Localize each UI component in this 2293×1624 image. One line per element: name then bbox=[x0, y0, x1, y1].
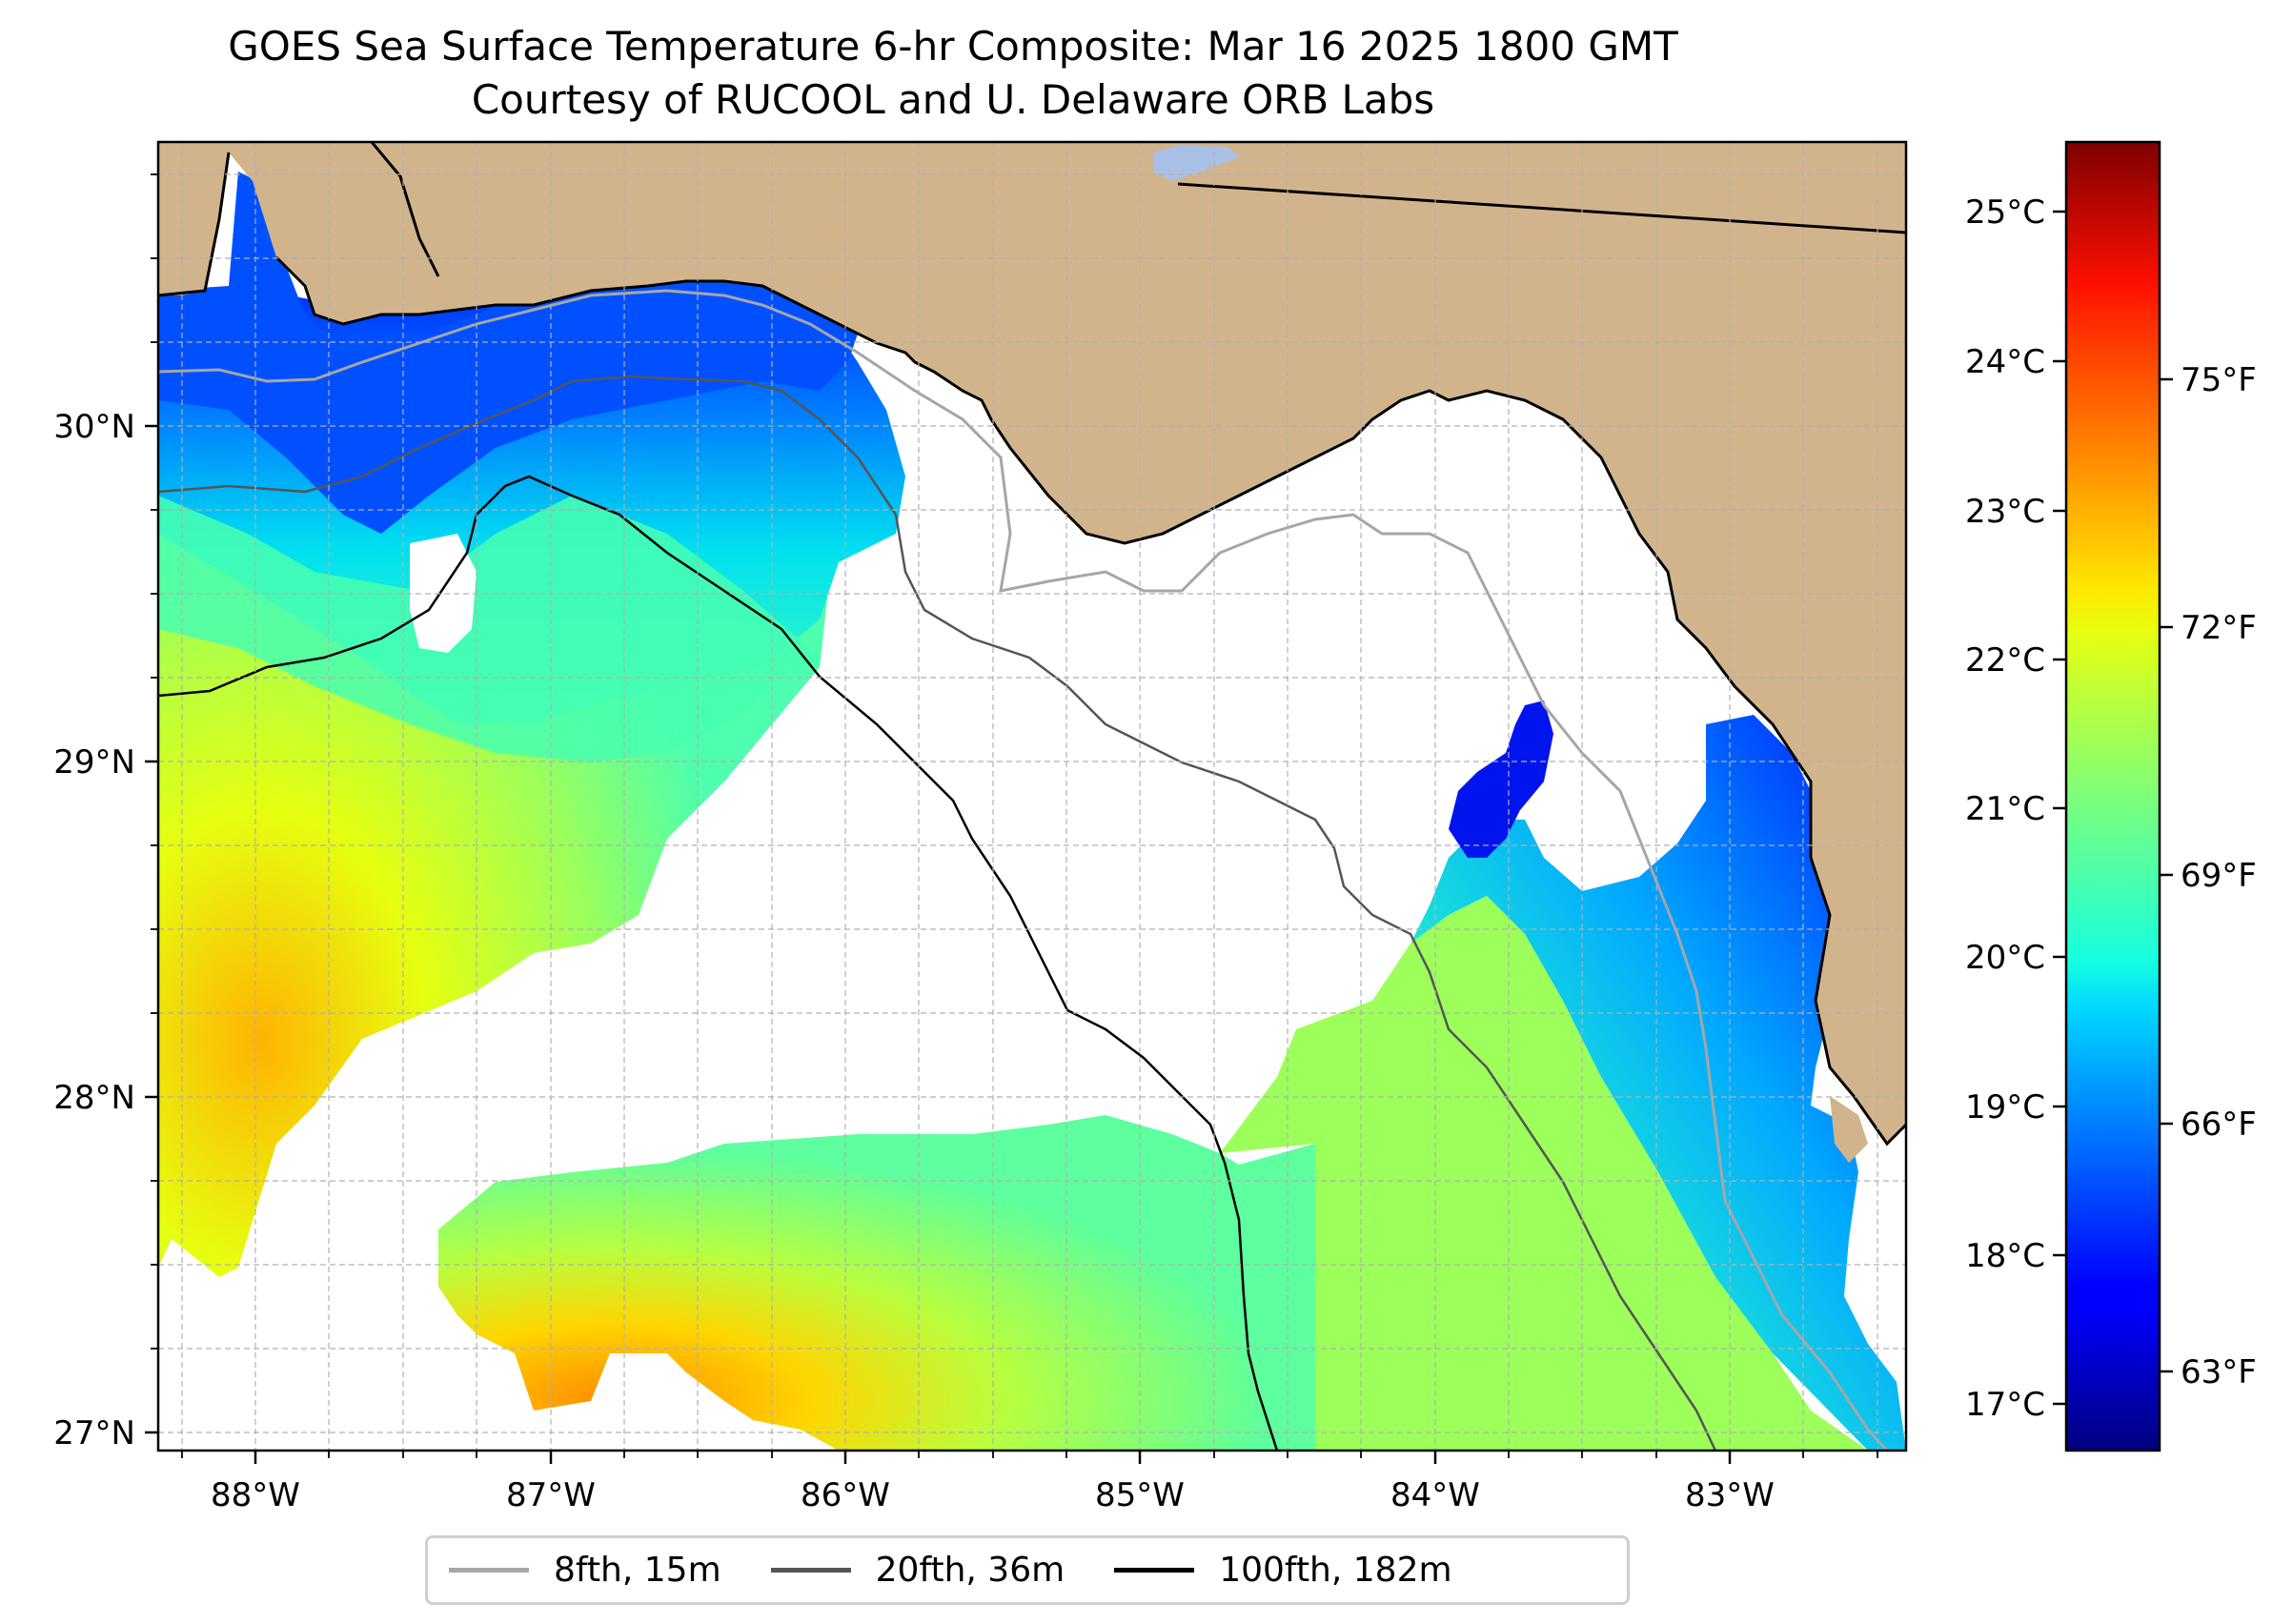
contour-8fth-15m bbox=[158, 289, 1889, 1451]
map-gridlines bbox=[158, 142, 1906, 1451]
legend-label-100fth: 100fth, 182m bbox=[1219, 1551, 1452, 1590]
lon-minor-ticks bbox=[181, 1451, 1878, 1458]
legend-label-20fth: 20fth, 36m bbox=[875, 1551, 1065, 1590]
celsius-label: 24°C bbox=[1965, 343, 2045, 381]
inland-border bbox=[370, 142, 440, 277]
lon-label: 87°W bbox=[506, 1476, 596, 1514]
lat-label: 27°N bbox=[53, 1414, 135, 1452]
sst-field-mid bbox=[158, 496, 820, 762]
lon-label: 83°W bbox=[1685, 1476, 1775, 1514]
legend-item-100fth: 100fth, 182m bbox=[1114, 1551, 1452, 1590]
lon-label: 84°W bbox=[1390, 1476, 1480, 1514]
contour-legend: 8fth, 15m 20fth, 36m 100fth, 182m bbox=[425, 1535, 1630, 1605]
map-title: GOES Sea Surface Temperature 6-hr Compos… bbox=[228, 23, 1678, 70]
celsius-label: 25°C bbox=[1965, 193, 2045, 232]
contour-20fth-36m bbox=[158, 375, 1717, 1451]
colorbar bbox=[2066, 142, 2160, 1451]
land-north bbox=[158, 142, 1906, 1144]
fahrenheit-label: 63°F bbox=[2181, 1353, 2257, 1391]
coastline bbox=[158, 152, 1906, 1147]
sst-field-east bbox=[1410, 715, 1906, 1451]
celsius-label: 20°C bbox=[1965, 939, 2045, 977]
contour-100fth-182m bbox=[158, 475, 1279, 1451]
lat-minor-ticks bbox=[151, 173, 158, 1350]
lon-label: 88°W bbox=[211, 1476, 300, 1514]
colorbar-frame bbox=[2064, 140, 2161, 1452]
no-data-gap-3 bbox=[158, 1296, 176, 1401]
land-east-islands bbox=[1830, 1096, 1868, 1163]
fahrenheit-label: 69°F bbox=[2181, 857, 2257, 895]
legend-swatch-20fth bbox=[770, 1568, 851, 1573]
lon-ticks bbox=[254, 1451, 1732, 1464]
fahrenheit-label: 75°F bbox=[2181, 361, 2257, 399]
plot-frame bbox=[156, 140, 1908, 1452]
map-subtitle: Courtesy of RUCOOL and U. Delaware ORB L… bbox=[471, 76, 1435, 123]
legend-swatch-8fth bbox=[449, 1568, 529, 1573]
lat-label: 29°N bbox=[53, 743, 135, 782]
celsius-label: 18°C bbox=[1965, 1237, 2045, 1275]
celsius-label: 17°C bbox=[1965, 1386, 2045, 1424]
state-border-line bbox=[1177, 182, 1906, 234]
celsius-label: 19°C bbox=[1965, 1088, 2045, 1127]
sst-field-nearshore-blue bbox=[158, 172, 858, 534]
legend-item-8fth: 8fth, 15m bbox=[449, 1551, 721, 1590]
lat-label: 28°N bbox=[53, 1079, 135, 1117]
sst-field-southeast bbox=[1220, 896, 1868, 1451]
sst-field-cold-patch-east bbox=[1449, 700, 1553, 858]
sst-field-south bbox=[438, 1115, 1315, 1451]
fahrenheit-label: 66°F bbox=[2181, 1106, 2257, 1144]
lon-label: 86°W bbox=[801, 1476, 890, 1514]
no-data-gap-2 bbox=[238, 1172, 438, 1353]
lat-ticks bbox=[145, 424, 158, 1434]
lat-label: 30°N bbox=[53, 408, 135, 446]
fahrenheit-label: 72°F bbox=[2181, 609, 2257, 647]
celsius-label: 23°C bbox=[1965, 493, 2045, 531]
celsius-ticks bbox=[2053, 210, 2066, 1406]
lon-label: 85°W bbox=[1095, 1476, 1185, 1514]
sst-plot-area bbox=[158, 142, 1906, 1451]
legend-swatch-100fth bbox=[1114, 1568, 1195, 1573]
celsius-label: 22°C bbox=[1965, 641, 2045, 680]
celsius-label: 21°C bbox=[1965, 790, 2045, 828]
legend-item-20fth: 20fth, 36m bbox=[770, 1551, 1065, 1590]
fahrenheit-ticks bbox=[2160, 377, 2173, 1373]
legend-label-8fth: 8fth, 15m bbox=[554, 1551, 721, 1590]
lake-feature bbox=[1153, 145, 1239, 181]
